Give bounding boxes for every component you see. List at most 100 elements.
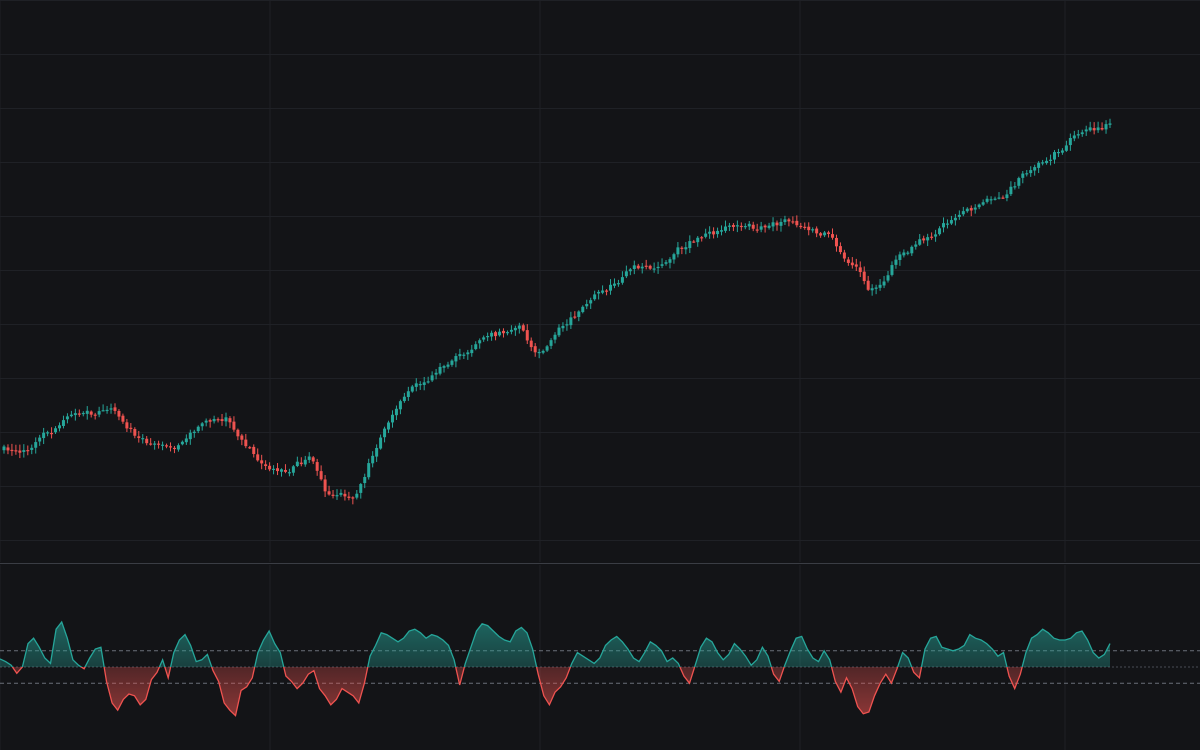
candle-up bbox=[593, 294, 597, 300]
candle-up bbox=[870, 288, 874, 291]
candle-down bbox=[319, 471, 323, 480]
candle-up bbox=[894, 259, 898, 265]
candle-down bbox=[834, 237, 838, 247]
candle-down bbox=[803, 226, 807, 228]
candle-down bbox=[18, 450, 22, 453]
candle-up bbox=[1108, 123, 1112, 125]
candle-down bbox=[121, 415, 125, 422]
candle-down bbox=[605, 290, 609, 292]
candle-up bbox=[811, 229, 815, 231]
oscillator-area-positive bbox=[0, 622, 1110, 667]
candle-up bbox=[390, 414, 394, 423]
candle-up bbox=[953, 217, 957, 221]
candle-up bbox=[652, 268, 656, 270]
candle-down bbox=[129, 427, 133, 429]
candle-down bbox=[50, 433, 54, 435]
candle-up bbox=[704, 233, 708, 237]
candle-up bbox=[934, 234, 938, 237]
candle-up bbox=[478, 340, 482, 344]
candle-down bbox=[763, 225, 767, 228]
candle-up bbox=[81, 412, 85, 415]
candle-down bbox=[1001, 197, 1005, 199]
candle-up bbox=[482, 337, 486, 340]
candle-up bbox=[1049, 159, 1053, 161]
candle-up bbox=[949, 220, 953, 224]
candle-down bbox=[260, 460, 264, 464]
candle-up bbox=[1056, 152, 1060, 154]
candle-up bbox=[375, 447, 379, 457]
candle-up bbox=[69, 414, 73, 417]
candle-down bbox=[680, 247, 684, 249]
candle-up bbox=[672, 254, 676, 260]
candle-up bbox=[188, 432, 192, 440]
candle-down bbox=[854, 264, 858, 267]
candle-up bbox=[747, 223, 751, 227]
candle-up bbox=[977, 204, 981, 208]
candle-up bbox=[486, 336, 490, 338]
candle-down bbox=[125, 422, 129, 429]
candle-up bbox=[771, 222, 775, 227]
oscillator-chart bbox=[0, 565, 1200, 750]
candle-up bbox=[196, 426, 200, 432]
candle-down bbox=[77, 413, 81, 415]
candle-down bbox=[831, 234, 835, 238]
candle-up bbox=[720, 230, 724, 232]
candle-up bbox=[628, 269, 632, 272]
candle-up bbox=[664, 262, 668, 264]
candle-up bbox=[727, 225, 731, 227]
candle-up bbox=[779, 221, 783, 226]
candle-up bbox=[759, 226, 763, 230]
candle-up bbox=[910, 246, 914, 254]
candle-down bbox=[850, 262, 854, 266]
candle-down bbox=[168, 446, 172, 448]
candle-up bbox=[38, 437, 42, 442]
candlestick-series bbox=[2, 118, 1112, 505]
candle-down bbox=[133, 429, 137, 436]
candle-up bbox=[184, 438, 188, 443]
candle-up bbox=[783, 219, 787, 223]
candle-up bbox=[1076, 134, 1080, 136]
candle-down bbox=[969, 208, 973, 211]
candle-up bbox=[46, 432, 50, 434]
candle-up bbox=[918, 239, 922, 245]
candle-down bbox=[1092, 128, 1096, 131]
candle-up bbox=[141, 438, 145, 440]
candle-up bbox=[402, 396, 406, 402]
candle-up bbox=[438, 366, 442, 374]
candle-up bbox=[474, 344, 478, 350]
candle-up bbox=[624, 271, 628, 277]
candle-down bbox=[636, 265, 640, 269]
candle-down bbox=[525, 330, 529, 341]
candle-up bbox=[383, 428, 387, 438]
candle-up bbox=[359, 484, 363, 493]
candle-up bbox=[307, 456, 311, 460]
candle-up bbox=[676, 247, 680, 255]
candle-down bbox=[208, 420, 212, 422]
candle-down bbox=[529, 340, 533, 348]
oscillator-area-negative bbox=[0, 667, 1110, 716]
candle-down bbox=[799, 225, 803, 228]
candle-down bbox=[232, 421, 236, 430]
candle-up bbox=[945, 223, 949, 225]
candle-up bbox=[406, 391, 410, 398]
candle-up bbox=[537, 351, 541, 354]
candle-up bbox=[224, 417, 228, 422]
candle-down bbox=[827, 232, 831, 234]
candle-up bbox=[632, 265, 636, 269]
candle-up bbox=[379, 437, 383, 449]
candle-up bbox=[1021, 173, 1025, 178]
candle-down bbox=[815, 228, 819, 234]
candle-down bbox=[236, 429, 240, 437]
candle-up bbox=[414, 383, 418, 387]
candle-down bbox=[276, 468, 280, 472]
candle-up bbox=[42, 432, 46, 439]
candle-down bbox=[731, 224, 735, 227]
candle-up bbox=[398, 401, 402, 410]
candle-up bbox=[355, 493, 359, 498]
candle-up bbox=[981, 202, 985, 205]
candle-up bbox=[454, 356, 458, 362]
candle-up bbox=[1088, 127, 1092, 131]
candle-down bbox=[145, 438, 149, 444]
candle-up bbox=[371, 455, 375, 464]
candle-up bbox=[1037, 162, 1041, 168]
